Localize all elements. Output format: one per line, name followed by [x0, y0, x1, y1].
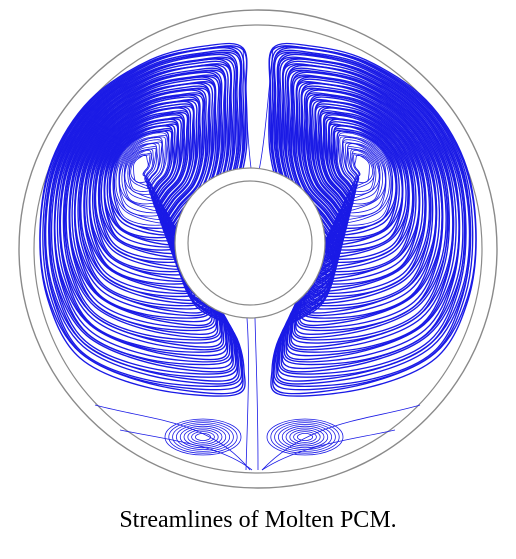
annulus-outline — [18, 9, 498, 489]
bottom-left-vortex-line — [164, 418, 242, 456]
streamline — [354, 154, 370, 184]
outer-wall-outer — [18, 9, 498, 489]
streamline — [295, 78, 443, 329]
bottom-left-vortex-line — [187, 429, 219, 445]
streamline — [332, 127, 398, 236]
streamline — [300, 85, 438, 317]
bottom-right-vortex-line — [277, 423, 332, 450]
streamline — [94, 404, 251, 471]
streamline — [113, 134, 168, 224]
streamline — [103, 121, 179, 248]
streamline — [319, 110, 415, 270]
streamline — [83, 94, 202, 298]
bottom-left-vortex-line — [172, 422, 234, 452]
bottom-right-vortex-line — [274, 422, 336, 452]
streamline — [304, 89, 432, 307]
inner-tube-inner — [187, 180, 313, 306]
streamline — [108, 125, 175, 239]
bottom-right-vortex-line — [293, 431, 317, 443]
streamline — [129, 149, 153, 192]
streamline — [328, 121, 404, 248]
streamline — [323, 114, 409, 261]
streamline — [349, 148, 377, 195]
streamline — [342, 139, 386, 214]
streamline — [326, 118, 404, 251]
streamline — [261, 404, 421, 471]
streamline — [303, 88, 434, 310]
streamline — [351, 152, 375, 190]
streamline — [84, 96, 201, 295]
streamline — [337, 134, 392, 224]
streamline — [316, 106, 417, 276]
streamline — [242, 47, 253, 176]
bottom-left-vortex-line — [194, 432, 211, 441]
streamline — [314, 103, 421, 282]
bottom-left-vortex-line — [168, 420, 238, 454]
bottom-left-vortex-line — [183, 427, 223, 447]
streamline — [121, 142, 160, 208]
streamline — [294, 76, 444, 332]
right-lobe — [268, 42, 477, 397]
bottom-right-vortex-line — [281, 425, 329, 449]
streamline — [77, 88, 208, 310]
inner-tube — [174, 167, 326, 319]
bottom-right-vortex-line — [296, 432, 313, 441]
streamline — [133, 154, 149, 184]
bottom-left-vortex-line — [179, 425, 227, 449]
streamline — [257, 47, 274, 176]
streamline — [321, 112, 410, 264]
streamline — [119, 139, 163, 214]
streamline — [291, 74, 449, 339]
streamline — [114, 132, 169, 226]
streamline — [323, 116, 409, 258]
streamline — [318, 107, 415, 273]
streamline — [340, 136, 387, 217]
streamline — [119, 429, 253, 471]
bottom-left-vortex-line — [191, 431, 215, 443]
streamline — [299, 82, 438, 319]
streamline — [118, 136, 165, 217]
streamline — [350, 149, 375, 192]
bottom-vortices — [164, 418, 344, 456]
streamline — [123, 146, 158, 202]
streamline — [345, 143, 381, 205]
bottom-right-vortex-line — [270, 420, 340, 454]
streamline — [245, 317, 249, 471]
streamline — [308, 94, 427, 298]
streamline — [347, 146, 381, 202]
streamline — [309, 96, 426, 295]
streamline — [335, 130, 394, 229]
streamline — [123, 143, 159, 205]
streamline — [254, 317, 259, 471]
streamline — [331, 125, 398, 239]
streamline — [108, 127, 174, 236]
bottom-right-vortex-line — [285, 427, 325, 447]
streamline — [78, 92, 206, 305]
streamline — [112, 130, 171, 229]
bottom-left-vortex-line — [175, 423, 230, 450]
streamline — [73, 85, 211, 317]
outer-wall-inner — [33, 24, 483, 474]
figure-caption: Streamlines of Molten PCM. — [119, 507, 397, 533]
streamline-figure — [18, 9, 498, 489]
streamline — [305, 92, 432, 305]
streamline — [128, 152, 152, 190]
streamline — [337, 132, 392, 226]
bottom-right-vortex-line — [266, 418, 344, 456]
streamline — [79, 89, 207, 307]
streamline — [313, 100, 421, 285]
streamline — [127, 148, 155, 195]
bottom-right-vortex-line — [289, 429, 321, 445]
